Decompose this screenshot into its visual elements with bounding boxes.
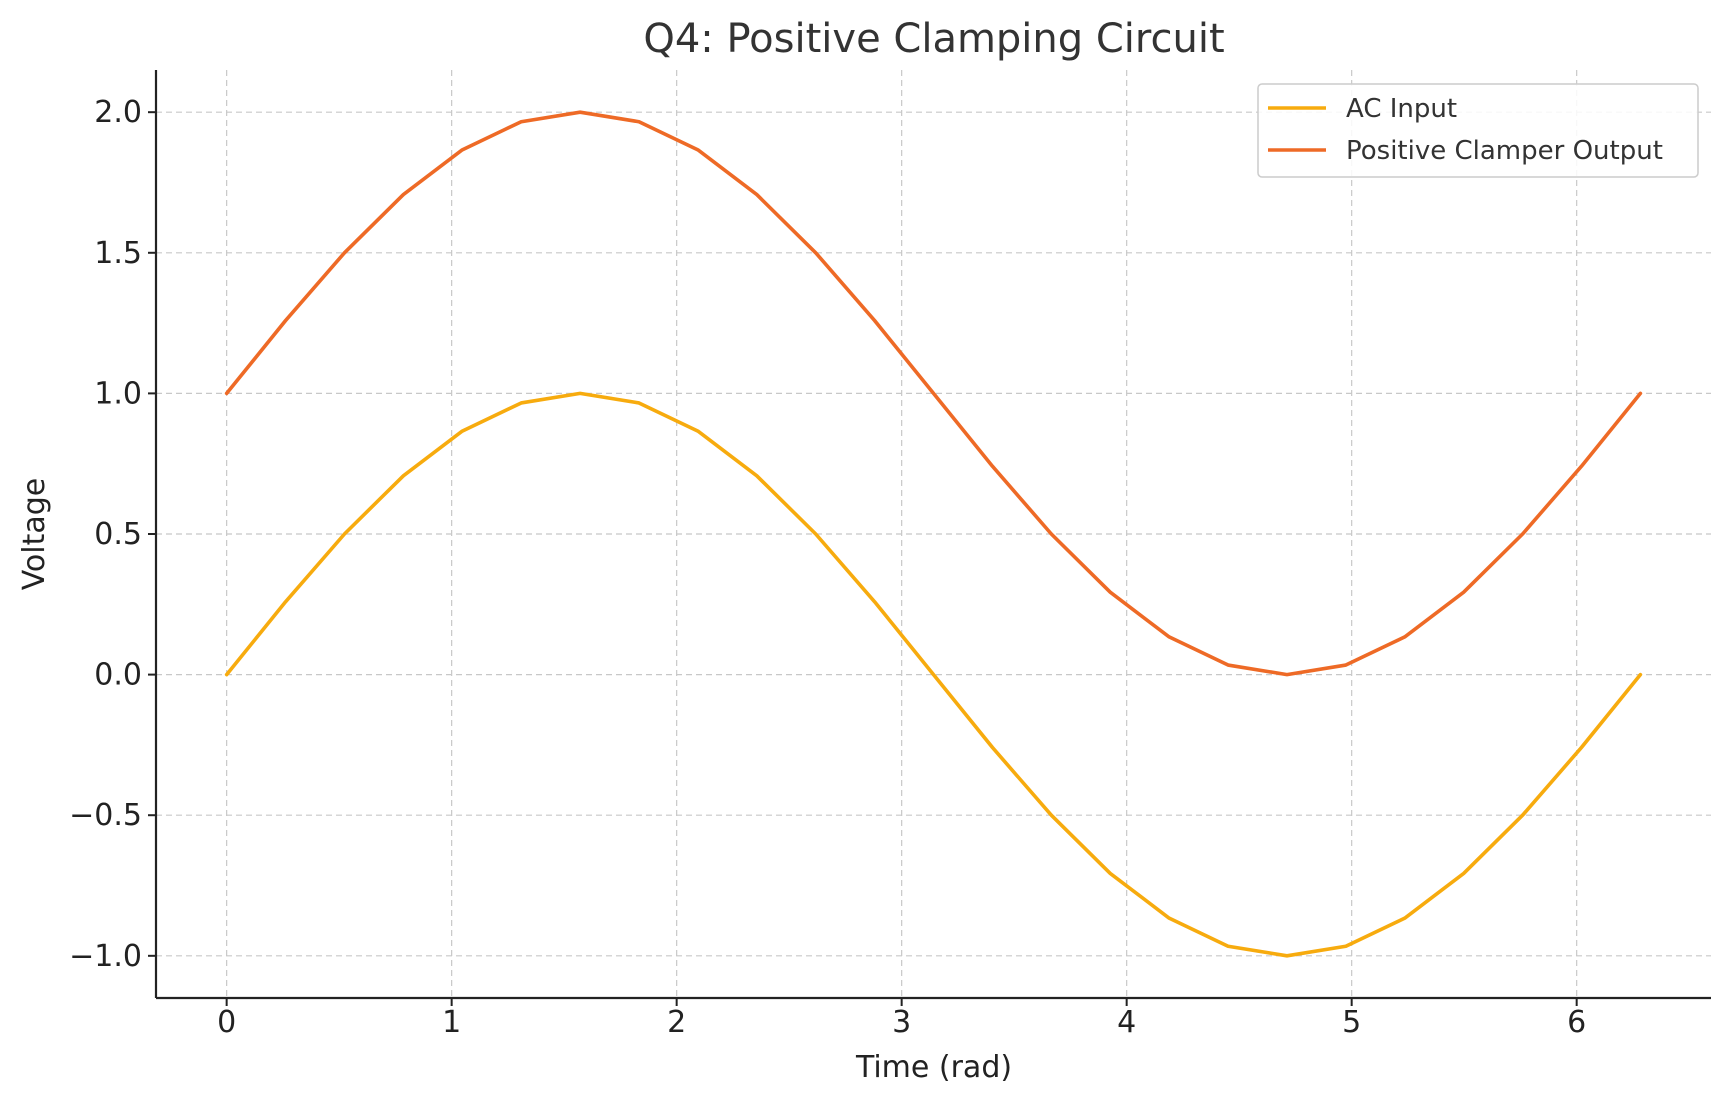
x-ticks: 0 1 2 3 4 5 6 <box>217 998 1586 1040</box>
x-tick-label: 0 <box>217 1005 236 1040</box>
plot-series <box>224 110 1643 958</box>
y-ticks: −1.0 −0.5 0.0 0.5 1.0 1.5 2.0 <box>69 95 156 974</box>
series-1-group <box>224 110 1643 677</box>
y-tick-label: 2.0 <box>94 95 142 130</box>
x-tick-label: 4 <box>1117 1005 1136 1040</box>
y-tick-label: 0.0 <box>94 658 142 693</box>
series-line-0 <box>224 391 1643 958</box>
legend-box <box>1257 83 1699 178</box>
x-tick-label: 3 <box>892 1005 911 1040</box>
x-tick-label: 1 <box>442 1005 461 1040</box>
legend: AC Input Positive Clamper Output <box>1257 83 1699 178</box>
y-tick-label: −0.5 <box>69 798 142 833</box>
series-line-1 <box>224 110 1643 677</box>
y-tick-label: 1.5 <box>94 236 142 271</box>
x-tick-label: 2 <box>667 1005 686 1040</box>
y-tick-label: 1.0 <box>94 376 142 411</box>
chart-title: Q4: Positive Clamping Circuit <box>643 16 1224 62</box>
legend-label-clamper-output: Positive Clamper Output <box>1346 136 1663 166</box>
series-0-group <box>224 391 1643 958</box>
y-axis-label: Voltage <box>17 478 52 591</box>
x-axis-label: Time (rad) <box>855 1050 1012 1085</box>
x-tick-label: 6 <box>1567 1005 1586 1040</box>
y-tick-label: −1.0 <box>69 939 142 974</box>
y-tick-label: 0.5 <box>94 517 142 552</box>
x-tick-label: 5 <box>1342 1005 1361 1040</box>
legend-label-ac-input: AC Input <box>1346 94 1457 124</box>
